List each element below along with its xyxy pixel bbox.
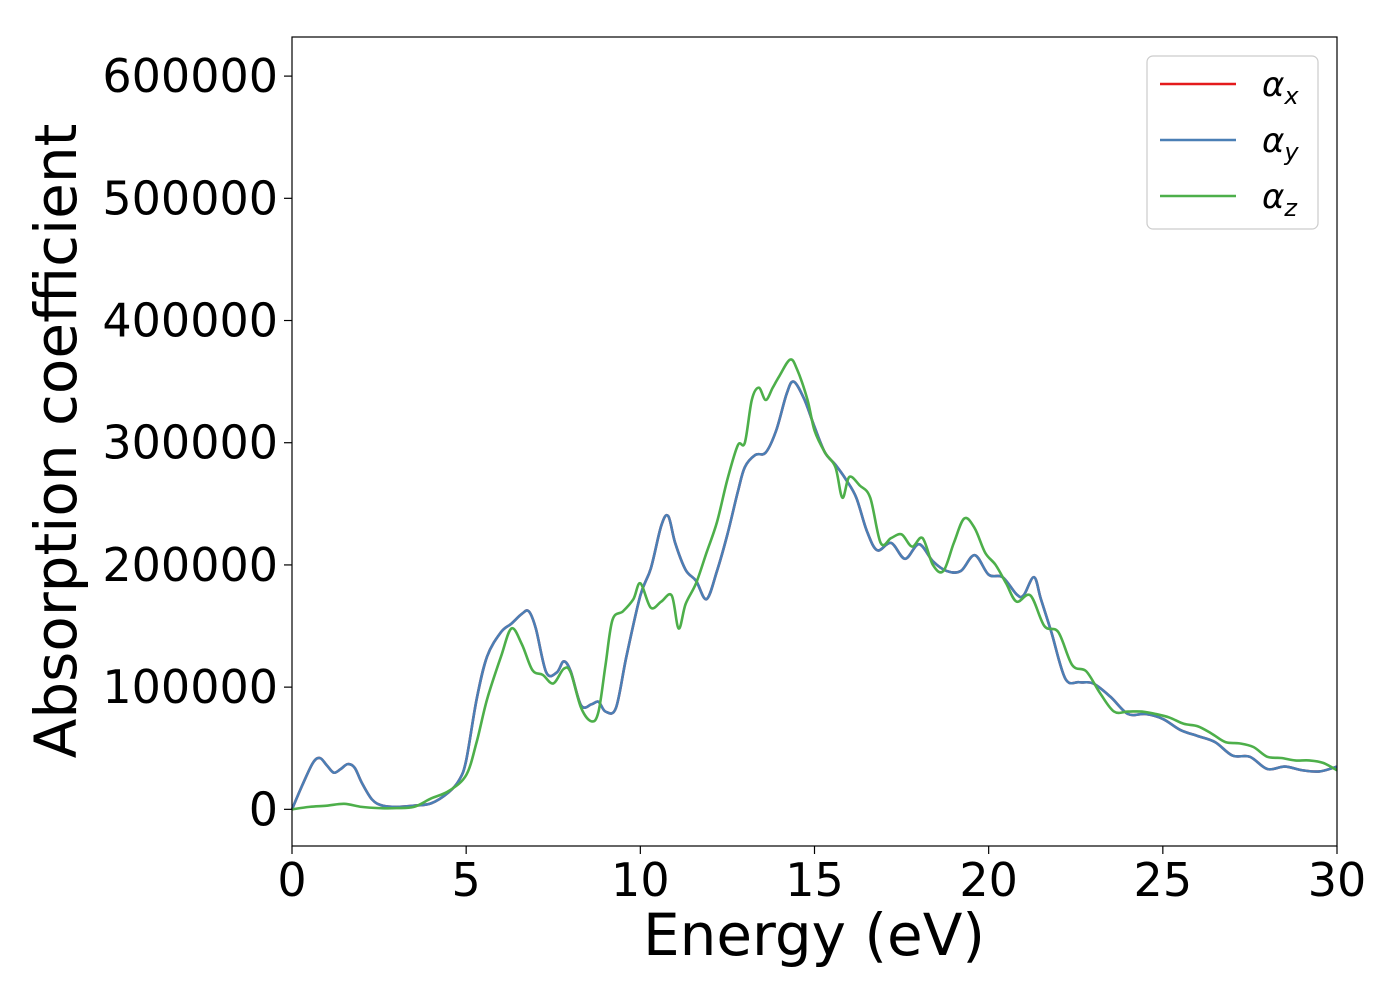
y-tick-label: 100000 — [102, 660, 278, 714]
x-tick-label: 30 — [1308, 853, 1367, 907]
x-tick-label: 5 — [452, 853, 481, 907]
x-tick-label: 25 — [1134, 853, 1193, 907]
y-tick-label: 0 — [249, 782, 278, 836]
y-axis-title: Absorption coefficient — [22, 124, 90, 759]
y-tick-label: 500000 — [102, 171, 278, 225]
legend-label-x: αx — [1262, 65, 1299, 110]
series-line-x — [290, 380, 1338, 810]
y-tick-label: 600000 — [102, 49, 278, 103]
legend: αx αy αz — [1146, 55, 1319, 230]
y-tick-label: 300000 — [102, 416, 278, 470]
y-tick-label: 200000 — [102, 538, 278, 592]
y-tick-label: 400000 — [102, 294, 278, 348]
x-tick-label: 10 — [611, 853, 670, 907]
x-axis-ticks: 0 5 10 15 20 25 30 — [277, 846, 1366, 907]
x-tick-label: 15 — [785, 853, 844, 907]
legend-items: αx αy αz — [1160, 65, 1299, 222]
legend-label-y: αy — [1262, 121, 1299, 166]
x-tick-label: 20 — [959, 853, 1018, 907]
legend-box — [1146, 55, 1319, 230]
x-tick-label: 0 — [277, 853, 306, 907]
legend-label-z: αz — [1262, 177, 1298, 222]
series-line-z — [291, 358, 1338, 811]
y-axis-ticks: 0 100000 200000 300000 400000 500000 600000 — [102, 49, 292, 836]
plot-lines — [290, 358, 1338, 811]
series-line-y — [290, 380, 1338, 810]
x-axis-title: Energy (eV) — [643, 901, 985, 969]
